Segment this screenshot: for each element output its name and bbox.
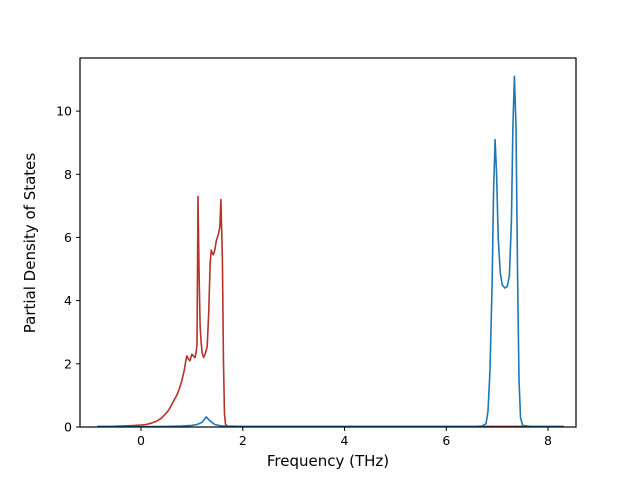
y-tick-label: 10 [56,104,72,119]
x-tick-label: 4 [341,433,349,448]
y-tick-label: 2 [64,356,72,371]
y-tick-label: 8 [64,167,72,182]
x-tick-label: 0 [137,433,145,448]
y-tick-label: 6 [64,230,72,245]
y-axis-label: Partial Density of States [21,152,39,334]
x-tick-label: 6 [442,433,450,448]
series-line-pdos-low-frequency [97,195,565,428]
x-tick-label: 2 [239,433,247,448]
x-axis-label: Frequency (THz) [266,452,390,470]
axes-frame [79,57,577,428]
x-tick-label: 8 [544,433,552,448]
series-line-pdos-high-frequency [97,75,565,428]
y-tick-label: 0 [64,420,72,435]
y-tick-label: 4 [64,293,72,308]
